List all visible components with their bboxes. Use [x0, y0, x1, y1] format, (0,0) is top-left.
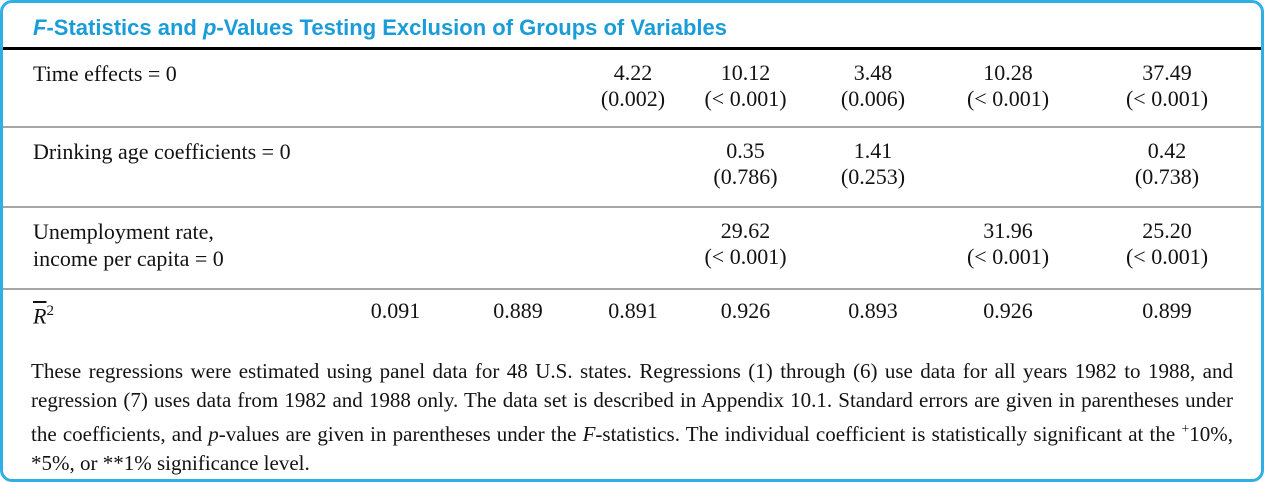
rbar-value: 0.091 — [370, 298, 421, 323]
p-value: (0.786) — [713, 164, 778, 189]
title-segment-1: -Statistics and — [46, 15, 203, 40]
f-stat-cell: 0.35 (0.786) — [688, 127, 803, 207]
row-label: Time effects = 0 — [3, 50, 333, 127]
p-value: (< 0.001) — [1125, 86, 1209, 111]
f-stat-value: 10.28 — [983, 60, 1033, 85]
rbar-value-cell: 0.926 — [943, 289, 1073, 345]
f-stat-value: 3.48 — [853, 60, 893, 85]
p-value: (0.253) — [840, 164, 906, 189]
f-stat-value: 25.20 — [1142, 218, 1192, 243]
rbar-value-cell: 0.889 — [458, 289, 578, 345]
rbar-value-cell: 0.926 — [688, 289, 803, 345]
footnote-segment-3: -statistics. The individual coefficient … — [595, 422, 1182, 446]
table-row-r-squared: R2 0.091 0.889 0.891 0.926 0.893 0.926 0… — [3, 289, 1261, 345]
row-label-line1: Time effects = 0 — [33, 61, 177, 86]
f-stat-value: 37.49 — [1142, 60, 1192, 85]
rbar-value-cell: 0.899 — [1073, 289, 1261, 345]
f-stat-value: 4.22 — [613, 60, 653, 85]
p-value: (< 0.001) — [704, 244, 787, 269]
rbar-value: 0.891 — [608, 298, 658, 323]
f-stat-cell: 31.96 (< 0.001) — [943, 207, 1073, 289]
rbar-value: 0.893 — [848, 298, 898, 323]
footnote-segment-2: -values are given in parentheses under t… — [218, 422, 583, 446]
row-label-line2: income per capita = 0 — [33, 246, 224, 271]
f-stat-cell: 10.12 (< 0.001) — [688, 50, 803, 127]
rbar-superscript: 2 — [46, 303, 54, 319]
f-stat-value: 31.96 — [983, 218, 1033, 243]
title-p-symbol: p — [202, 15, 217, 40]
f-stat-cell: 3.48 (0.006) — [803, 50, 943, 127]
p-value: (< 0.001) — [966, 244, 1050, 269]
row-label: Drinking age coefficients = 0 — [3, 127, 333, 207]
rbar-value: 0.889 — [493, 298, 543, 323]
rbar-value-cell: 0.893 — [803, 289, 943, 345]
f-stat-value: 10.12 — [720, 60, 771, 85]
row-label-line1: Drinking age coefficients = 0 — [33, 139, 291, 164]
f-stat-cell — [458, 127, 578, 207]
f-stat-cell: 29.62 (< 0.001) — [688, 207, 803, 289]
table-title: F-Statistics and p-Values Testing Exclus… — [3, 3, 1261, 50]
row-label-rbar-squared: R2 — [3, 289, 333, 345]
p-value: (< 0.001) — [704, 86, 787, 111]
f-stat-cell: 37.49 (< 0.001) — [1073, 50, 1261, 127]
f-statistics-table: Time effects = 0 4.22 (0.002) 10.12 (< 0… — [3, 50, 1261, 345]
f-stat-cell: 1.41 (0.253) — [803, 127, 943, 207]
f-stat-cell — [333, 207, 458, 289]
f-stat-cell — [333, 50, 458, 127]
p-value: (< 0.001) — [966, 86, 1050, 111]
f-stat-value: 0.35 — [726, 138, 765, 163]
title-segment-2: -Values Testing Exclusion of Groups of V… — [216, 15, 727, 40]
footnote-segment-1: These regressions were estimated using p… — [31, 359, 1233, 446]
table-row-time-effects: Time effects = 0 4.22 (0.002) 10.12 (< 0… — [3, 50, 1261, 127]
f-stat-cell: 4.22 (0.002) — [578, 50, 688, 127]
rbar-value: 0.926 — [983, 298, 1033, 323]
title-f-symbol: F — [33, 15, 47, 40]
footnote-f-symbol: F — [582, 422, 596, 446]
rbar-value-cell: 0.891 — [578, 289, 688, 345]
rbar-value: 0.926 — [720, 298, 771, 323]
f-stat-cell: 10.28 (< 0.001) — [943, 50, 1073, 127]
table-row-drinking-age: Drinking age coefficients = 0 0.35 (0.78… — [3, 127, 1261, 207]
f-stat-cell — [458, 207, 578, 289]
f-stat-value: 29.62 — [720, 218, 771, 243]
footnote-segment-4: 10%, *5%, or **1% significance level. — [31, 422, 1233, 475]
p-value: (0.006) — [840, 86, 906, 111]
f-stat-cell — [578, 127, 688, 207]
footnote-plus-superscript: + — [1181, 422, 1190, 437]
f-stat-value: 1.41 — [853, 138, 893, 163]
rbar-value-cell: 0.091 — [333, 289, 458, 345]
f-stat-cell — [333, 127, 458, 207]
f-stat-cell — [458, 50, 578, 127]
p-value: (0.738) — [1134, 164, 1200, 189]
table-row-unemployment-income: Unemployment rate, income per capita = 0… — [3, 207, 1261, 289]
f-stat-cell — [578, 207, 688, 289]
p-value: (0.002) — [600, 86, 666, 111]
f-stat-cell: 0.42 (0.738) — [1073, 127, 1261, 207]
f-stat-cell — [943, 127, 1073, 207]
row-label: Unemployment rate, income per capita = 0 — [3, 207, 333, 289]
f-stat-cell — [803, 207, 943, 289]
f-stat-value: 0.42 — [1147, 138, 1187, 163]
f-stat-cell: 25.20 (< 0.001) — [1073, 207, 1261, 289]
p-value: (< 0.001) — [1125, 244, 1209, 269]
row-label-line1: Unemployment rate, — [33, 219, 214, 244]
table-footnote: These regressions were estimated using p… — [3, 345, 1261, 478]
rbar-value: 0.899 — [1142, 298, 1192, 323]
rbar-symbol: R — [33, 303, 47, 329]
footnote-p-symbol: p — [208, 422, 219, 446]
